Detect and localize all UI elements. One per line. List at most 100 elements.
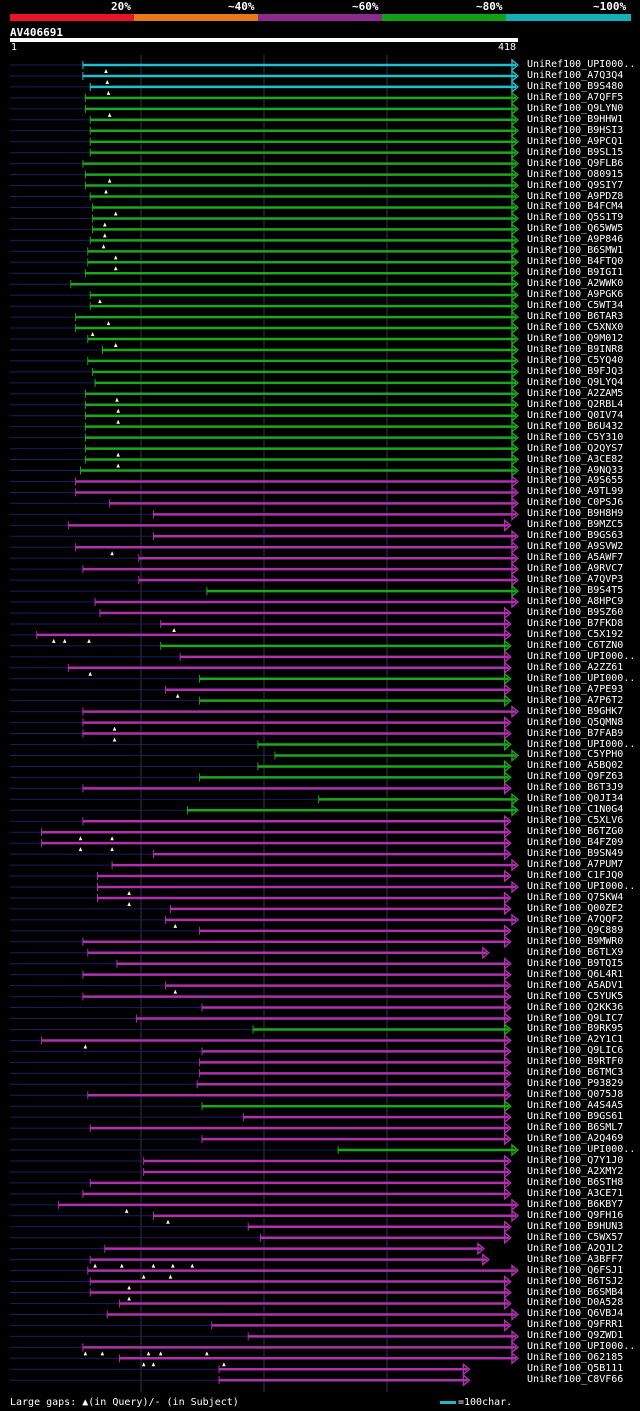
hit-label[interactable]: UniRef100_Q9SIY7	[527, 179, 624, 191]
hit-label[interactable]: UniRef100_B9HHW1	[527, 113, 624, 125]
hit-label[interactable]: UniRef100_Q5S1T9	[527, 212, 624, 224]
hit-label[interactable]: UniRef100_B6TZG0	[527, 826, 624, 838]
hit-label[interactable]: UniRef100_B9RTF0	[527, 1056, 624, 1068]
hit-label[interactable]: UniRef100_B6U432	[527, 420, 624, 432]
hit-label[interactable]: UniRef100_C0PSJ6	[527, 497, 624, 509]
hit-label[interactable]: UniRef100_UPI000..	[527, 881, 636, 892]
hit-label[interactable]: UniRef100_C1FJQ0	[527, 870, 624, 882]
hit-label[interactable]: UniRef100_Q0JI34	[527, 793, 624, 805]
hit-label[interactable]: UniRef100_Q9C889	[527, 924, 624, 936]
hit-label[interactable]: UniRef100_A9RVC7	[527, 563, 624, 575]
hit-label[interactable]: UniRef100_Q00ZE2	[527, 902, 624, 914]
hit-label[interactable]: UniRef100_C5WT34	[527, 300, 624, 312]
hit-label[interactable]: UniRef100_Q65WW5	[527, 223, 624, 235]
hit-label[interactable]: UniRef100_Q9ZWD1	[527, 1330, 624, 1342]
hit-label[interactable]: UniRef100_UPI000..	[527, 1341, 636, 1353]
hit-label[interactable]: UniRef100_UPI000..	[527, 738, 636, 750]
hit-label[interactable]: UniRef100_C5WX57	[527, 1231, 624, 1243]
hit-label[interactable]: UniRef100_Q7Y1J0	[527, 1155, 624, 1166]
hit-label[interactable]: UniRef100_D0A528	[527, 1297, 624, 1309]
hit-label[interactable]: UniRef100_Q2KK36	[527, 1001, 624, 1013]
hit-label[interactable]: UniRef100_A2WWK0	[527, 278, 624, 290]
hit-label[interactable]: UniRef100_B9MZC5	[527, 519, 624, 531]
hit-label[interactable]: UniRef100_A5BQ02	[527, 760, 624, 772]
hit-label[interactable]: UniRef100_B9SL15	[527, 146, 624, 158]
hit-label[interactable]: UniRef100_B9SZ60	[527, 607, 624, 618]
hit-label[interactable]: UniRef100_B4FZ09	[527, 837, 624, 849]
hit-label[interactable]: UniRef100_B6TSJ2	[527, 1275, 624, 1287]
hit-label[interactable]: UniRef100_A7QFF5	[527, 91, 624, 103]
hit-label[interactable]: UniRef100_B6TLX9	[527, 946, 624, 958]
hit-label[interactable]: UniRef100_Q9FH16	[527, 1209, 624, 1221]
hit-label[interactable]: UniRef100_Q9LYQ4	[527, 376, 624, 388]
hit-label[interactable]: UniRef100_B9SN49	[527, 848, 624, 860]
hit-label[interactable]: UniRef100_B6T3J9	[527, 782, 624, 794]
hit-label[interactable]: UniRef100_A2ZZ61	[527, 661, 624, 673]
hit-label[interactable]: UniRef100_A7PE93	[527, 683, 624, 695]
hit-label[interactable]: UniRef100_A9PDZ8	[527, 190, 624, 202]
hit-label[interactable]: UniRef100_B6STH8	[527, 1176, 624, 1188]
hit-label[interactable]: UniRef100_A9SVW2	[527, 541, 624, 553]
hit-label[interactable]: UniRef100_C5Y310	[527, 431, 624, 443]
hit-label[interactable]: UniRef100_UPI000..	[527, 672, 636, 684]
hit-label[interactable]: UniRef100_B9IGI1	[527, 267, 624, 279]
hit-label[interactable]: UniRef100_Q0IV74	[527, 409, 624, 421]
hit-label[interactable]: UniRef100_B6TAR3	[527, 311, 624, 323]
hit-label[interactable]: UniRef100_Q2RBL4	[527, 398, 624, 410]
hit-label[interactable]: UniRef100_B9S4T5	[527, 585, 624, 597]
hit-label[interactable]: UniRef100_UPI000..	[527, 1144, 636, 1156]
hit-label[interactable]: UniRef100_B9HSI3	[527, 124, 624, 136]
hit-label[interactable]: UniRef100_A7QVP3	[527, 574, 624, 586]
hit-label[interactable]: UniRef100_A3CE82	[527, 453, 624, 465]
hit-label[interactable]: UniRef100_C8VF66	[527, 1374, 624, 1386]
hit-label[interactable]: UniRef100_B7FAB9	[527, 727, 624, 739]
hit-label[interactable]: UniRef100_C6TZN0	[527, 639, 624, 651]
hit-label[interactable]: UniRef100_A9TL99	[527, 486, 624, 498]
hit-label[interactable]: UniRef100_Q9FRR1	[527, 1319, 624, 1331]
hit-label[interactable]: UniRef100_C5YQ40	[527, 354, 624, 366]
hit-label[interactable]: UniRef100_A9PCQ1	[527, 135, 624, 147]
hit-label[interactable]: UniRef100_C5YPH0	[527, 749, 624, 761]
hit-label[interactable]: UniRef100_A4S4A5	[527, 1100, 624, 1112]
hit-label[interactable]: UniRef100_Q6VBJ4	[527, 1308, 624, 1320]
hit-label[interactable]: UniRef100_A7Q3Q4	[527, 69, 624, 81]
hit-label[interactable]: UniRef100_Q2QYS7	[527, 442, 624, 454]
hit-label[interactable]: UniRef100_B9S480	[527, 80, 624, 92]
hit-label[interactable]: UniRef100_B9TQI5	[527, 957, 624, 969]
hit-label[interactable]: UniRef100_B9H8H9	[527, 508, 624, 520]
hit-label[interactable]: UniRef100_B9GS63	[527, 530, 624, 542]
hit-label[interactable]: UniRef100_A7QQF2	[527, 913, 624, 925]
hit-label[interactable]: UniRef100_A3BFF7	[527, 1253, 624, 1265]
hit-label[interactable]: UniRef100_A2XMY2	[527, 1165, 624, 1177]
hit-label[interactable]: UniRef100_B9HUN3	[527, 1220, 624, 1232]
hit-label[interactable]: UniRef100_A5AWF7	[527, 552, 624, 564]
hit-label[interactable]: UniRef100_A2Y1C1	[527, 1034, 624, 1046]
hit-label[interactable]: UniRef100_C5YUK5	[527, 990, 624, 1002]
hit-label[interactable]: UniRef100_Q75KW4	[527, 891, 624, 903]
hit-label[interactable]: UniRef100_C1N0G4	[527, 804, 624, 816]
hit-label[interactable]: UniRef100_A2Q469	[527, 1133, 624, 1145]
hit-label[interactable]: UniRef100_O62185	[527, 1352, 624, 1364]
hit-label[interactable]: UniRef100_Q9LIC7	[527, 1012, 624, 1024]
hit-label[interactable]: UniRef100_B6SMB4	[527, 1286, 624, 1298]
hit-label[interactable]: UniRef100_B7FKD8	[527, 617, 624, 629]
hit-label[interactable]: UniRef100_B9GHK7	[527, 705, 624, 717]
hit-label[interactable]: UniRef100_B4FCM4	[527, 201, 624, 213]
hit-label[interactable]: UniRef100_C5X192	[527, 628, 624, 640]
hit-label[interactable]: UniRef100_B9FJQ3	[527, 365, 624, 377]
hit-label[interactable]: UniRef100_Q5QMN8	[527, 716, 624, 728]
hit-label[interactable]: UniRef100_B4FTQ0	[527, 256, 624, 268]
hit-label[interactable]: UniRef100_B9RK95	[527, 1023, 624, 1035]
hit-label[interactable]: UniRef100_B9GS61	[527, 1111, 624, 1123]
hit-label[interactable]: UniRef100_Q5B111	[527, 1363, 624, 1375]
hit-label[interactable]: UniRef100_Q6FSJ1	[527, 1264, 624, 1276]
hit-label[interactable]: UniRef100_P93829	[527, 1078, 624, 1090]
hit-label[interactable]: UniRef100_A3CE71	[527, 1187, 624, 1199]
hit-label[interactable]: UniRef100_Q9LIC6	[527, 1045, 624, 1057]
hit-label[interactable]: UniRef100_B9INR8	[527, 343, 624, 355]
hit-label[interactable]: UniRef100_B9MWR0	[527, 935, 624, 947]
hit-label[interactable]: UniRef100_A2ZAM5	[527, 387, 624, 399]
hit-label[interactable]: UniRef100_Q9M012	[527, 333, 624, 344]
hit-label[interactable]: UniRef100_A7PUM7	[527, 859, 624, 871]
hit-label[interactable]: UniRef100_B6SML7	[527, 1122, 624, 1134]
